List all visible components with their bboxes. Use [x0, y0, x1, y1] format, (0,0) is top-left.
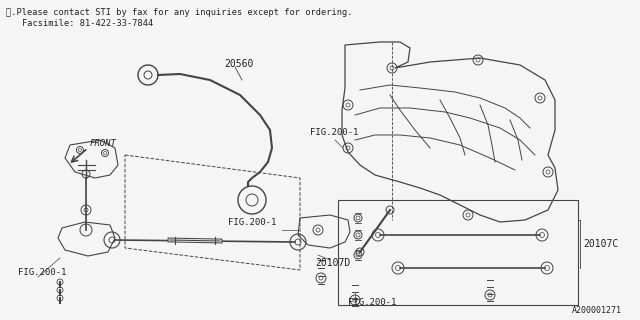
Text: 20560: 20560 [224, 59, 253, 69]
Text: ※.Please contact STI by fax for any inquiries except for ordering.: ※.Please contact STI by fax for any inqu… [6, 8, 353, 17]
Text: FIG.200-1: FIG.200-1 [348, 298, 396, 307]
Text: A200001271: A200001271 [572, 306, 622, 315]
Text: FIG.200-1: FIG.200-1 [18, 268, 67, 277]
Text: Facsimile: 81-422-33-7844: Facsimile: 81-422-33-7844 [22, 19, 153, 28]
Text: 20107C: 20107C [583, 239, 618, 249]
Text: FIG.200-1: FIG.200-1 [310, 128, 358, 137]
Bar [338, 200, 578, 305]
Text: FIG.200-1: FIG.200-1 [228, 218, 276, 227]
Text: FRONT: FRONT [90, 140, 117, 148]
Text: 20107D: 20107D [315, 258, 350, 268]
